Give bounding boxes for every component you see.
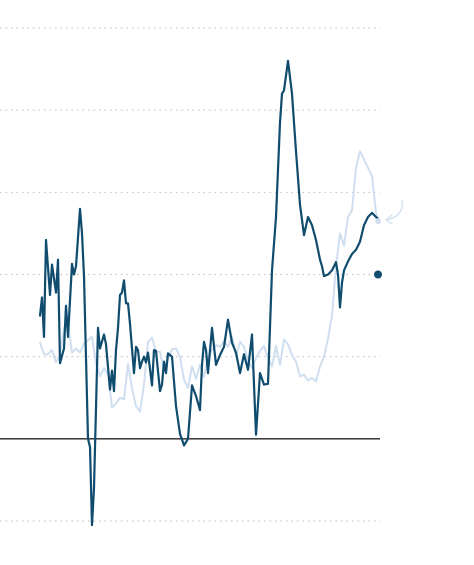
- curved-arrow-icon: [385, 199, 404, 225]
- dark-series-line: [38, 59, 380, 527]
- end-markers: [374, 218, 382, 279]
- series-group: [38, 59, 380, 527]
- end-dark-marker: [374, 270, 382, 279]
- end-light-marker: [375, 218, 381, 225]
